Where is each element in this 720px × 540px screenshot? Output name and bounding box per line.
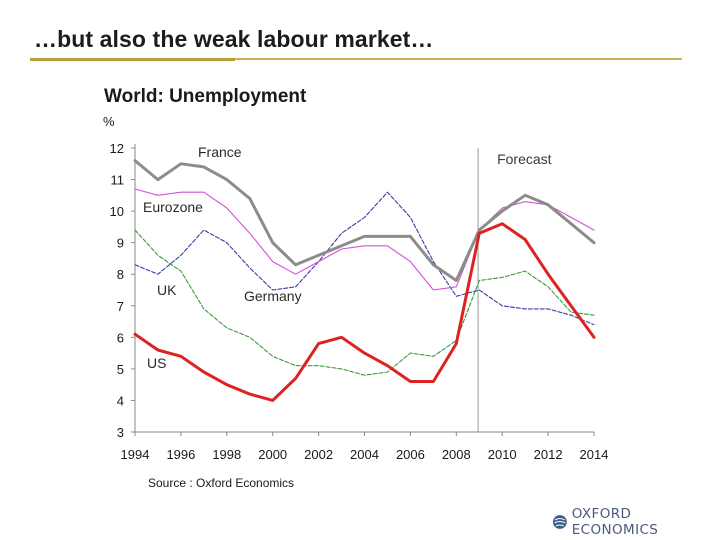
y-tick-label: 11 — [111, 173, 125, 188]
x-tick-label: 2014 — [580, 447, 609, 462]
x-tick-label: 2012 — [534, 447, 563, 462]
series-line-uk — [134, 191, 595, 326]
x-tick-label: 2002 — [304, 447, 333, 462]
series-label-us: US — [147, 355, 166, 371]
x-tick-label: 2004 — [350, 447, 379, 462]
y-tick-label: 5 — [117, 362, 124, 377]
y-tick-label: 7 — [117, 299, 124, 314]
title-underline — [30, 58, 682, 60]
logo-text: OXFORD ECONOMICS — [571, 506, 659, 538]
x-tick-label: 2008 — [442, 447, 471, 462]
series-line-us — [133, 222, 596, 402]
y-tick-label: 4 — [117, 393, 124, 408]
x-tick-label: 2006 — [396, 447, 425, 462]
x-tick-label: 2010 — [488, 447, 517, 462]
x-tick-label: 2000 — [258, 447, 287, 462]
series-label-uk: UK — [157, 282, 177, 298]
y-axis-unit: % — [103, 114, 115, 129]
series-line-eurozone — [134, 188, 595, 291]
series-label-france: France — [198, 144, 242, 160]
series-line-germany — [134, 229, 595, 376]
series-label-eurozone: Eurozone — [143, 199, 203, 215]
slide-title: …but also the weak labour market… — [34, 26, 434, 52]
plot-area: 3 4 5 6 7 8 9 10 11 12 1994 1996 1998 2000 2002 2004 200… — [110, 141, 609, 462]
forecast-label: Forecast — [497, 151, 552, 167]
y-tick-label: 6 — [117, 330, 124, 345]
series-label-germany: Germany — [244, 288, 302, 304]
y-tick-label: 10 — [110, 204, 124, 219]
y-tick-label: 9 — [117, 236, 124, 251]
oxford-economics-logo: OXFORD ECONOMICS — [552, 506, 720, 538]
x-tick-label: 1998 — [212, 447, 241, 462]
y-tick-label: 12 — [110, 141, 124, 156]
x-tick-label: 1994 — [121, 447, 150, 462]
y-tick-label: 8 — [117, 267, 124, 282]
title-underline-accent — [30, 58, 235, 61]
globe-icon — [552, 515, 567, 529]
x-tick-label: 1996 — [166, 447, 195, 462]
series-line-france — [133, 159, 596, 282]
chart-title: World: Unemployment — [104, 86, 307, 107]
chart-source: Source : Oxford Economics — [148, 476, 294, 490]
y-tick-label: 3 — [117, 425, 124, 440]
